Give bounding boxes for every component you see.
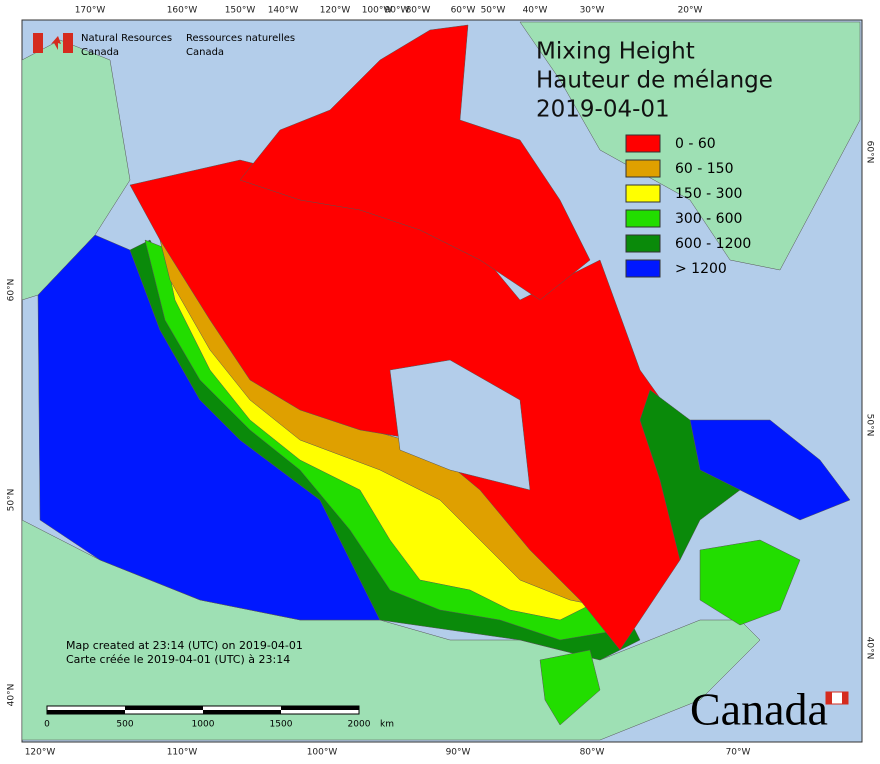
axis-label-bottom: 70°W — [726, 748, 751, 758]
scale-label: 500 — [116, 720, 133, 730]
axis-label-top: 160°W — [167, 6, 198, 16]
scale-bar-segment — [47, 710, 125, 714]
legend-label: 0 - 60 — [675, 136, 716, 152]
flag-bar — [63, 33, 73, 53]
credit-line: Map created at 23:14 (UTC) on 2019-04-01 — [66, 639, 303, 652]
map-title: Mixing Height — [536, 39, 695, 65]
legend-label: 150 - 300 — [675, 186, 742, 202]
legend-swatch — [625, 234, 661, 253]
legend-swatch — [625, 159, 661, 178]
legend-swatch — [625, 259, 661, 278]
axis-label-top: 140°W — [268, 6, 299, 16]
legend-label: 60 - 150 — [675, 161, 734, 177]
hudson-bay — [389, 359, 531, 491]
axis-label-bottom: 120°W — [25, 748, 56, 758]
axis-label-bottom: 90°W — [446, 748, 471, 758]
axis-label-bottom: 100°W — [307, 748, 338, 758]
axis-label-right: 60°N — [865, 141, 875, 164]
axis-label-top: 80°W — [406, 6, 431, 16]
scale-unit: km — [380, 720, 394, 730]
axis-label-bottom: 110°W — [167, 748, 198, 758]
greenland — [519, 21, 861, 271]
scale-bar-segment — [281, 706, 359, 710]
credit-line: Carte créée le 2019-04-01 (UTC) à 23:14 — [66, 653, 290, 666]
axis-label-top: 40°W — [523, 6, 548, 16]
land — [21, 21, 861, 741]
map-title: Hauteur de mélange — [536, 68, 773, 94]
axis-label-top: 100°W — [362, 6, 393, 16]
legend-label: > 1200 — [675, 261, 727, 277]
axis-label-top: 120°W — [320, 6, 351, 16]
axis-label-top: 150°W — [225, 6, 256, 16]
axis-label-left: 40°N — [7, 684, 17, 707]
scale-label: 1000 — [192, 720, 215, 730]
axis-label-left: 60°N — [7, 279, 17, 302]
axis-label-right: 40°N — [865, 637, 875, 660]
axis-label-top: 30°W — [580, 6, 605, 16]
axis-label-top: 60°W — [451, 6, 476, 16]
axis-label-top: 90°W — [385, 6, 410, 16]
scale-bar-segment — [125, 706, 203, 710]
wordmark: Canada — [690, 684, 828, 735]
legend-swatch — [625, 209, 661, 228]
legend-label: 600 - 1200 — [675, 236, 751, 252]
scale-bar-segment — [203, 710, 281, 714]
legend-label: 300 - 600 — [675, 211, 742, 227]
arctic-islands — [239, 24, 591, 301]
org-name-fr: Ressources naturelles — [186, 33, 295, 44]
scale-label: 0 — [44, 720, 50, 730]
legend-swatch — [625, 184, 661, 203]
wordmark-flag-bar — [826, 692, 832, 704]
flag-leaf — [51, 36, 61, 50]
wordmark-flag-bar — [842, 692, 848, 704]
legend-swatch — [625, 134, 661, 153]
region-maritimes — [699, 539, 801, 626]
org-name-fr: Canada — [186, 47, 224, 58]
flag-bar — [33, 33, 43, 53]
region-quebec-east — [639, 389, 741, 561]
org-name-en: Canada — [81, 47, 119, 58]
scale-label: 1500 — [270, 720, 293, 730]
legend: 0 - 60 60 - 150 150 - 300 300 - 600 600 - 12… — [625, 134, 751, 278]
org-name-en: Natural Resources — [81, 33, 172, 44]
axis-label-top: 20°W — [678, 6, 703, 16]
map-title: 2019-04-01 — [536, 97, 670, 123]
region-southern-ontario — [539, 649, 601, 726]
axis-label-top: 170°W — [75, 6, 106, 16]
axis-label-top: 50°W — [481, 6, 506, 16]
scale-label: 2000 — [348, 720, 371, 730]
axis-label-bottom: 80°W — [580, 748, 605, 758]
axis-label-left: 50°N — [7, 489, 17, 512]
axis-label-right: 50°N — [865, 414, 875, 437]
